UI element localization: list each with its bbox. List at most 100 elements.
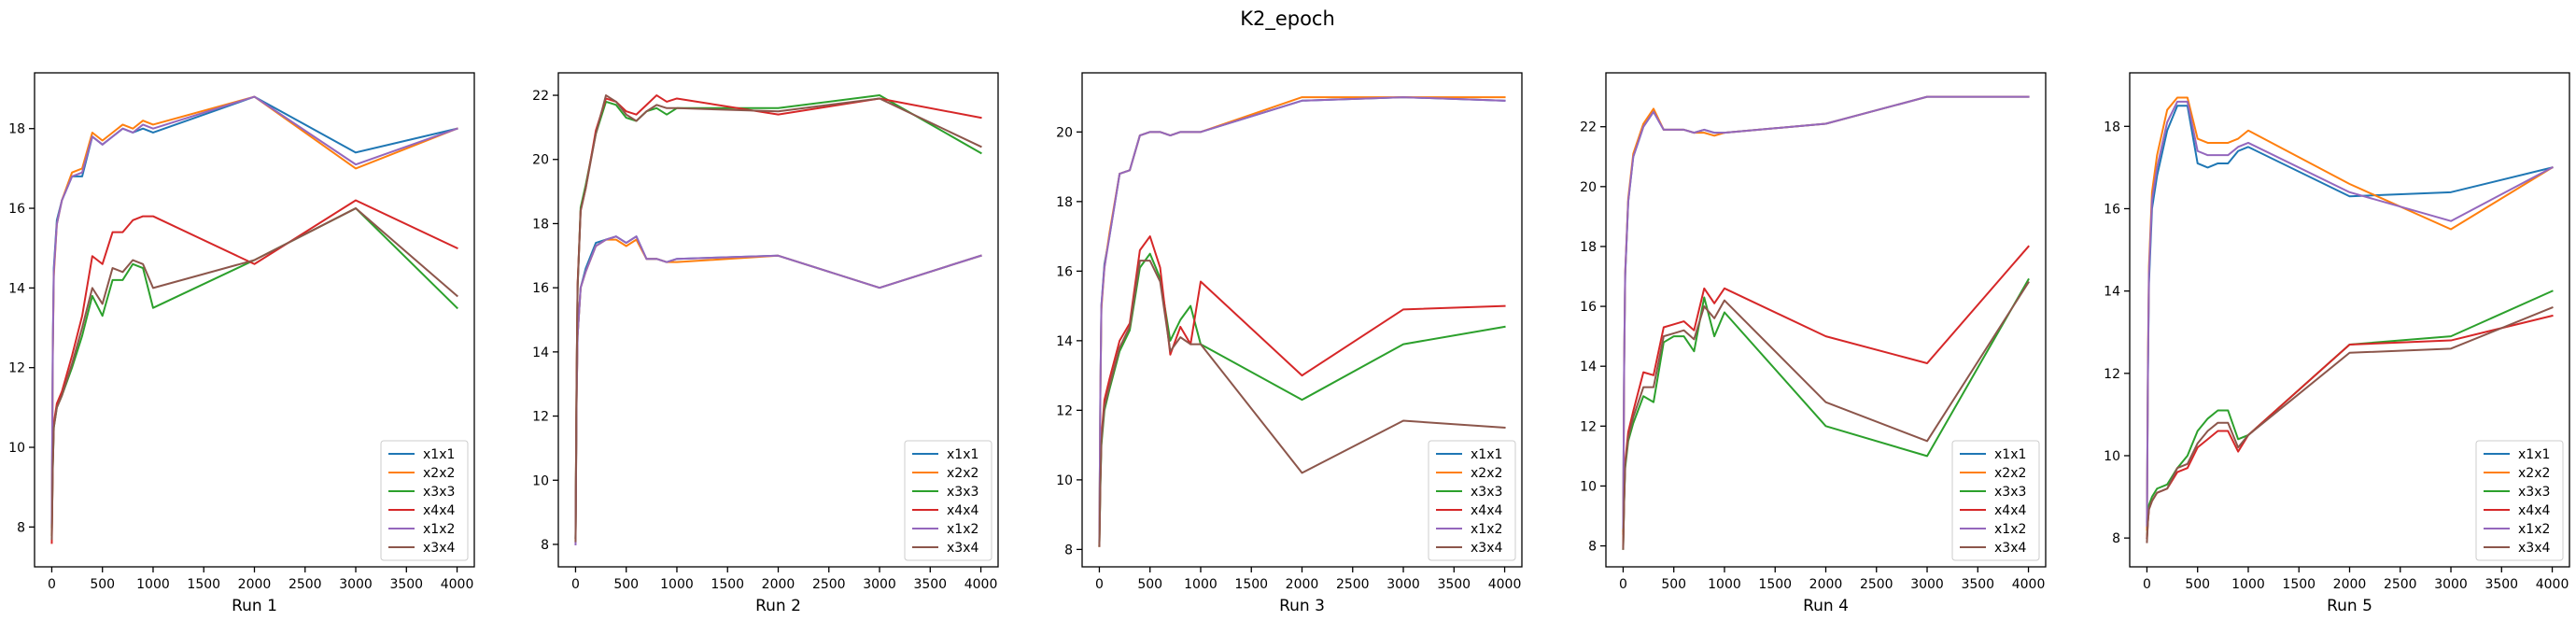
series-line-x1x2 bbox=[574, 235, 982, 545]
x-tick-label: 1500 bbox=[711, 577, 744, 592]
y-tick-label: 16 bbox=[8, 202, 25, 217]
y-tick-label: 16 bbox=[1580, 300, 1597, 315]
legend-entry-x1x2: x1x2 bbox=[1471, 522, 1502, 537]
series-line-x3x4 bbox=[50, 207, 458, 541]
legend: x1x1 x2x2 x3x3 x4x4 x1x2 x3x4 bbox=[904, 440, 992, 561]
x-axis-label: Run 5 bbox=[2327, 597, 2372, 615]
y-tick-label: 20 bbox=[532, 153, 549, 168]
legend-entry-x4x4: x4x4 bbox=[947, 503, 978, 518]
subplot-5: 0 500 1000 1500 2000 2500 3000 3500 4000 8 10 12 14 1… bbox=[2104, 72, 2570, 615]
x-tick-label: 4000 bbox=[1488, 577, 1522, 592]
series-line-x3x4 bbox=[1098, 260, 1506, 547]
y-tick-label: 20 bbox=[1580, 180, 1597, 195]
x-tick-label: 1000 bbox=[2231, 577, 2265, 592]
x-tick-label: 2500 bbox=[1336, 577, 1370, 592]
subplot-1: 0 500 1000 1500 2000 2500 3000 3500 4000 8 10 12 14 1… bbox=[8, 72, 475, 615]
x-axis-label: Run 1 bbox=[232, 597, 277, 615]
y-tick-label: 8 bbox=[2112, 531, 2120, 546]
legend-box bbox=[1951, 440, 2040, 561]
x-tick-label: 500 bbox=[1661, 577, 1686, 592]
series-group bbox=[1622, 95, 2030, 550]
x-tick-label: 2000 bbox=[238, 577, 272, 592]
x-tick-label: 1500 bbox=[1758, 577, 1792, 592]
x-tick-label: 3000 bbox=[339, 577, 373, 592]
x-tick-label: 4000 bbox=[964, 577, 998, 592]
x-tick-label: 3500 bbox=[2485, 577, 2518, 592]
subplot-2: 0 500 1000 1500 2000 2500 3000 3500 4000 8 10 12 14 1… bbox=[532, 72, 999, 615]
subplot-3: 0 500 1000 1500 2000 2500 3000 3500 4000 8 10 12 14 1… bbox=[1056, 72, 1523, 615]
legend-box bbox=[2475, 440, 2564, 561]
series-line-x1x2 bbox=[1622, 95, 2030, 529]
legend-entry-x2x2: x2x2 bbox=[1994, 466, 2026, 481]
y-tick-label: 12 bbox=[1056, 403, 1073, 418]
axes-frame bbox=[2129, 72, 2570, 568]
x-axis-label: Run 4 bbox=[1803, 597, 1849, 615]
y-tick-label: 16 bbox=[1056, 264, 1073, 279]
x-tick-label: 4000 bbox=[441, 577, 474, 592]
x-tick-label: 3000 bbox=[863, 577, 896, 592]
x-tick-label: 1000 bbox=[1184, 577, 1218, 592]
legend-entry-x3x3: x3x3 bbox=[1994, 485, 2026, 500]
x-tick-label: 4000 bbox=[2012, 577, 2046, 592]
y-tick-label: 8 bbox=[541, 538, 549, 553]
series-group bbox=[2146, 96, 2554, 543]
x-tick-label: 1000 bbox=[136, 577, 170, 592]
legend-box bbox=[380, 440, 469, 561]
x-tick-label: 500 bbox=[90, 577, 115, 592]
axes-frame bbox=[34, 72, 475, 568]
y-tick-label: 14 bbox=[1056, 334, 1073, 349]
y-tick-label: 16 bbox=[532, 281, 549, 296]
y-tick-label: 12 bbox=[532, 410, 549, 425]
x-tick-label: 2500 bbox=[2384, 577, 2417, 592]
series-line-x1x2 bbox=[2146, 100, 2554, 527]
y-tick-label: 22 bbox=[532, 89, 549, 104]
subplot-4: 0 500 1000 1500 2000 2500 3000 3500 4000 8 10 12 14 1… bbox=[1580, 72, 2047, 615]
x-tick-label: 1500 bbox=[2282, 577, 2316, 592]
y-tick-label: 16 bbox=[2104, 202, 2120, 217]
legend-entry-x2x2: x2x2 bbox=[2518, 466, 2550, 481]
legend-entry-x1x1: x1x1 bbox=[1471, 447, 1502, 462]
legend-box bbox=[904, 440, 992, 561]
x-tick-label: 2000 bbox=[762, 577, 795, 592]
y-tick-label: 10 bbox=[532, 473, 549, 488]
series-group bbox=[50, 95, 458, 544]
legend-entry-x3x4: x3x4 bbox=[423, 541, 455, 556]
x-tick-label: 0 bbox=[48, 577, 56, 592]
y-tick-label: 10 bbox=[8, 441, 25, 456]
legend-entry-x4x4: x4x4 bbox=[1994, 503, 2026, 518]
y-tick-label: 14 bbox=[8, 281, 25, 296]
legend-entry-x3x3: x3x3 bbox=[423, 485, 455, 500]
y-tick-label: 12 bbox=[2104, 367, 2120, 382]
series-line-x1x2 bbox=[1098, 96, 1506, 543]
x-tick-label: 2500 bbox=[289, 577, 322, 592]
y-tick-label: 14 bbox=[2104, 285, 2120, 300]
legend-entry-x3x3: x3x3 bbox=[2518, 485, 2550, 500]
legend-entry-x1x1: x1x1 bbox=[1994, 447, 2026, 462]
x-tick-label: 4000 bbox=[2536, 577, 2569, 592]
y-tick-label: 14 bbox=[1580, 360, 1597, 374]
x-tick-label: 2000 bbox=[1809, 577, 1843, 592]
y-tick-label: 8 bbox=[1588, 540, 1597, 555]
axes-frame bbox=[557, 72, 999, 568]
x-tick-label: 2500 bbox=[1860, 577, 1893, 592]
x-tick-label: 3500 bbox=[913, 577, 947, 592]
legend-entry-x1x1: x1x1 bbox=[947, 447, 978, 462]
x-tick-label: 500 bbox=[2185, 577, 2210, 592]
x-tick-label: 0 bbox=[2143, 577, 2151, 592]
y-tick-label: 14 bbox=[532, 346, 549, 360]
series-line-x3x4 bbox=[2146, 305, 2554, 543]
y-tick-label: 18 bbox=[1580, 240, 1597, 255]
legend-entry-x1x2: x1x2 bbox=[2518, 522, 2550, 537]
y-tick-label: 12 bbox=[8, 361, 25, 376]
legend-entry-x2x2: x2x2 bbox=[947, 466, 978, 481]
y-tick-label: 20 bbox=[1056, 125, 1073, 140]
legend-entry-x3x4: x3x4 bbox=[947, 541, 978, 556]
x-tick-label: 500 bbox=[613, 577, 639, 592]
y-tick-label: 8 bbox=[17, 520, 25, 535]
legend-entry-x4x4: x4x4 bbox=[2518, 503, 2550, 518]
series-line-x1x2 bbox=[50, 95, 458, 525]
y-tick-label: 18 bbox=[8, 122, 25, 137]
x-tick-label: 0 bbox=[571, 577, 580, 592]
legend-box bbox=[1428, 440, 1516, 561]
